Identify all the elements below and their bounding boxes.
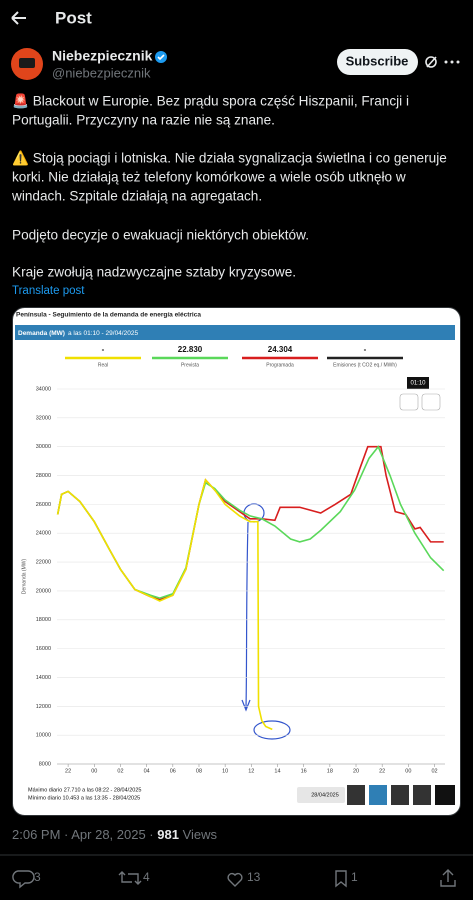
x-tick-label: 12 [248,768,254,774]
annotation-arrow [241,521,251,712]
y-tick-label: 24000 [36,531,51,537]
post-line: windach. Szpitale działają na agregatach… [11,189,262,204]
x-tick-label: 08 [196,768,202,774]
author-handle[interactable]: @niebezpiecznik [52,65,151,80]
annotation-circle [253,720,291,740]
grok-icon[interactable] [425,56,437,68]
y-tick-label: 16000 [36,646,51,652]
x-tick-label: 04 [144,768,150,774]
y-tick-label: 28000 [36,473,51,479]
legend-label: Real [98,362,108,368]
bookmark-count: 1 [351,870,358,884]
post-meta: 2:06 PM · Apr 28, 2025 · 981 Views [12,827,218,842]
post-text: 🚨 Blackout w Europie. Bez prądu spora cz… [11,93,447,280]
post-line: Podjęto decyzje o ewakuacji niektórych o… [12,228,309,243]
x-tick-label: 22 [379,768,385,774]
date-button[interactable] [297,787,345,803]
series-line [56,478,273,731]
subtitle-main: Demanda (MW) [18,330,65,337]
y-tick-label: 26000 [36,502,51,508]
legend-value: 24.304 [268,345,293,354]
post-line: Kraje zwołują nadzwyczajne sztaby kryzys… [12,265,296,280]
verified-check [157,54,165,61]
max-text: Máximo diario 27.710 a las 08:22 - 28/04… [28,787,141,793]
legend-label: Programada [266,362,294,368]
reply-icon[interactable] [12,870,35,889]
repost-count: 4 [143,870,150,884]
translate-link[interactable]: Translate post [12,285,85,297]
tooltip-box [407,377,429,389]
author-name[interactable]: Niebezpiecznik [52,48,153,64]
chart-subtitle-bar [15,325,455,340]
y-tick-label: 22000 [36,560,51,566]
avatar-icon [19,58,35,68]
post-line: Portugalii. Przyczyny na razie nie są zn… [12,113,275,128]
image-card[interactable] [12,307,461,816]
bookmark-icon[interactable] [335,870,347,888]
chart-tool[interactable] [399,393,419,411]
y-tick-label: 8000 [39,761,51,767]
x-tick-label: 02 [431,768,437,774]
legend-value: - [364,345,367,354]
views-label: Views [179,827,218,842]
more-icon[interactable] [444,60,460,64]
subtitle-time: a las 01:10 - 29/04/2025 [68,330,138,337]
post-line: 🚨 Blackout w Europie. Bez prądu spora cz… [12,93,409,109]
back-arrow[interactable] [11,11,26,25]
chart-tool[interactable] [421,393,441,411]
x-tick-label: 20 [353,768,359,774]
x-tick-label: 00 [91,768,97,774]
date-button-label: 28/04/2025 [311,792,339,798]
y-tick-label: 10000 [36,733,51,739]
chart-subtitle: Demanda (MW) a las 01:10 - 29/04/2025 [18,330,138,337]
y-tick-label: 18000 [36,617,51,623]
y-tick-label: 12000 [36,704,51,710]
repost-icon[interactable] [118,871,142,885]
x-tick-label: 02 [117,768,123,774]
view-count: 981 [157,827,179,842]
x-tick-label: 06 [170,768,176,774]
min-text: Mínimo diario 10.453 a las 13:35 - 28/04… [28,795,140,801]
grok-icon-slash [426,56,437,68]
legend-label: Prevista [181,362,199,368]
legend-value: - [102,345,105,354]
reply-count: 3 [34,870,41,884]
post-line: ⚠️ Stoją pociągi i lotniska. Nie działa … [12,150,447,166]
subscribe-button[interactable] [337,49,418,75]
y-tick-label: 30000 [36,444,51,450]
tooltip-label: 01:10 [410,381,426,387]
y-axis-label: Demanda (MW) [21,559,27,595]
like-count: 13 [247,870,261,884]
x-tick-label: 22 [65,768,71,774]
x-tick-label: 18 [327,768,333,774]
post-line: korki. Nie działają też telefony komórko… [12,170,406,185]
y-tick-label: 20000 [36,588,51,594]
post-time: 2:06 PM · Apr 28, 2025 · [12,827,157,842]
subscribe-label: Subscribe [346,53,409,68]
share-icon[interactable] [440,869,456,887]
legend-value: 22.830 [178,345,203,354]
x-tick-label: 00 [405,768,411,774]
y-tick-label: 32000 [36,415,51,421]
y-tick-label: 34000 [36,386,51,392]
x-tick-label: 14 [274,768,280,774]
x-tick-label: 16 [301,768,307,774]
x-tick-label: 10 [222,768,228,774]
legend-label: Emisiones (t CO2 eq./ MWh) [333,362,397,368]
chart-title: Península - Seguimiento de la demanda de… [16,312,201,319]
header-title: Post [55,8,92,27]
like-icon[interactable] [227,872,243,887]
chart-view-buttons[interactable] [347,785,455,805]
y-tick-label: 14000 [36,675,51,681]
